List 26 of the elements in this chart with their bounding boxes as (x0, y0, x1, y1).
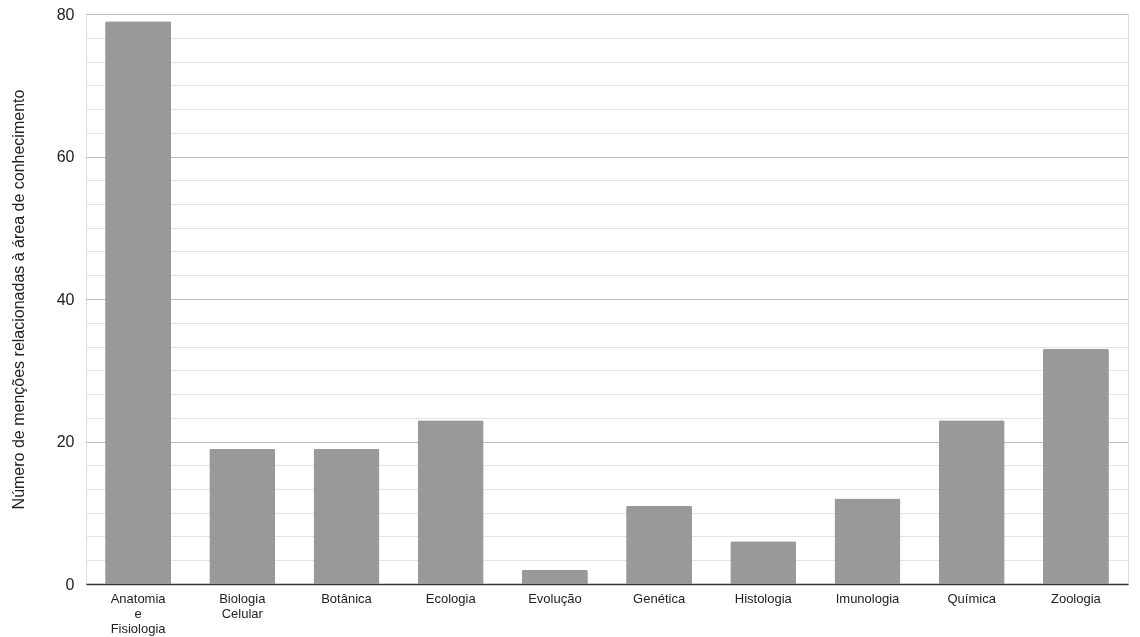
bar (626, 505, 693, 584)
y-tick-label: 0 (65, 575, 75, 593)
bar (417, 420, 484, 584)
y-tick-label: 80 (56, 5, 75, 23)
bar (730, 541, 797, 584)
bar (313, 448, 380, 584)
x-tick-label: Evolução (528, 590, 582, 606)
y-axis-title: Número de menções relacionadas à área de conhecimento (9, 89, 27, 510)
y-tick-label: 40 (56, 290, 75, 308)
x-tick-label: Zoologia (1050, 590, 1102, 606)
x-tick-label: Genética (633, 590, 686, 606)
bar (209, 448, 276, 584)
bar (834, 498, 901, 584)
bar (938, 420, 1005, 584)
x-tick-label: Imunologia (835, 590, 901, 606)
x-tick-label: Biologia Celular (219, 590, 267, 621)
bar (1042, 348, 1109, 584)
x-tick-label: Histologia (734, 590, 793, 606)
x-tick-label: Química (947, 590, 997, 606)
x-tick-label: Botânica (321, 590, 373, 606)
x-tick-label: Anatomia e Fisiologia (110, 590, 167, 636)
bar (521, 569, 588, 584)
y-tick-label: 60 (56, 148, 75, 165)
y-tick-label: 20 (56, 433, 75, 450)
bar (105, 21, 172, 584)
x-tick-label: Ecologia (425, 590, 477, 606)
